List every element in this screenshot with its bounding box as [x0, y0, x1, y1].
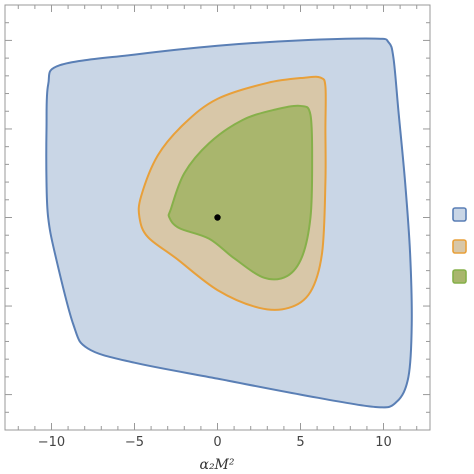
best-fit-point [214, 214, 221, 221]
legend-swatch-2 [452, 239, 467, 254]
plot-area [45, 37, 413, 409]
legend [452, 207, 467, 284]
contour-region-3 [167, 104, 314, 281]
axis-ticks [5, 4, 430, 431]
x-tick-label: 0 [213, 435, 221, 450]
x-tick-label: 5 [296, 435, 304, 450]
x-tick-labels: −10 −5 0 5 10 [38, 435, 392, 450]
x-tick-label: 10 [375, 435, 392, 450]
x-axis-title: α₂M² [199, 457, 234, 473]
legend-swatch-1 [452, 207, 467, 222]
legend-swatch-3 [452, 269, 467, 284]
x-tick-label: −5 [125, 435, 144, 450]
x-tick-label: −10 [38, 435, 65, 450]
